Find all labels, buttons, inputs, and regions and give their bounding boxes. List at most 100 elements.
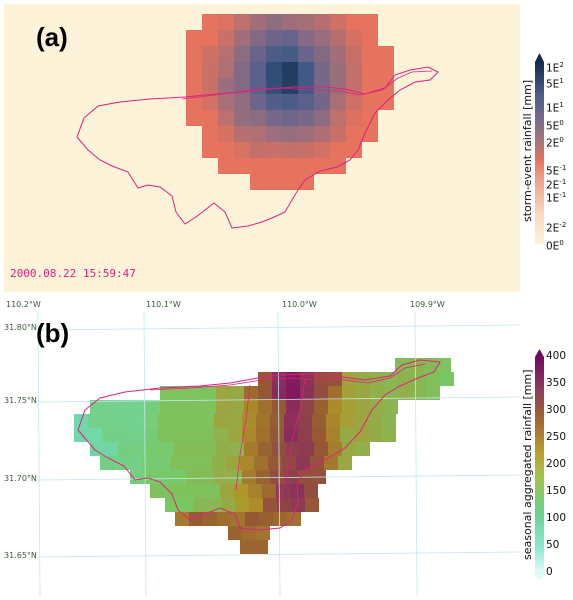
rain-cell — [172, 470, 186, 484]
colorbar-b-tick: 50 — [546, 539, 560, 551]
rain-cell — [328, 400, 342, 414]
rain-cell — [144, 428, 158, 442]
longitude-label: 110.0°W — [282, 300, 317, 309]
rain-cell — [277, 498, 291, 512]
rain-cell — [282, 14, 298, 30]
rain-cell — [298, 110, 314, 126]
rain-cell — [186, 62, 202, 78]
colorbar-a-tick: 1E2 — [546, 61, 564, 75]
rain-cell — [314, 110, 330, 126]
rain-cell — [230, 400, 244, 414]
colorbar-b-extend-icon — [535, 349, 544, 357]
rain-cell — [305, 498, 319, 512]
rain-cell — [250, 46, 266, 62]
rain-cell — [282, 78, 298, 94]
rain-cell — [218, 94, 234, 110]
colorbar-a-tick: 5E1 — [546, 77, 564, 91]
rain-cell — [282, 158, 298, 174]
rain-cell — [266, 142, 282, 158]
rain-cell — [256, 470, 270, 484]
rain-cell — [326, 428, 340, 442]
rain-cell — [128, 456, 142, 470]
rain-cell — [132, 400, 146, 414]
rain-cell — [186, 110, 202, 126]
rain-cell — [354, 428, 368, 442]
rain-cell — [314, 14, 330, 30]
colorbar-a-tick: 2E-2 — [546, 221, 567, 235]
rain-cell — [202, 400, 216, 414]
rain-cell — [193, 498, 207, 512]
rain-cell — [298, 174, 314, 190]
rain-cell — [356, 442, 370, 456]
rain-cell — [362, 14, 378, 30]
rain-cell — [270, 414, 284, 428]
rain-cell — [262, 484, 276, 498]
rain-cell — [189, 512, 203, 526]
colorbar-a-tick: 1E-1 — [546, 191, 567, 205]
rain-cell — [202, 62, 218, 78]
rain-cell — [172, 414, 186, 428]
river-line-a — [181, 70, 433, 100]
rain-cell — [214, 470, 228, 484]
rain-cell — [330, 110, 346, 126]
rain-cell — [218, 110, 234, 126]
colorbar-a-tick: 5E0 — [546, 119, 564, 133]
rain-cell — [202, 142, 218, 158]
rain-cell — [249, 498, 263, 512]
rain-cell — [216, 400, 230, 414]
rain-cell — [258, 442, 272, 456]
rain-cell — [250, 110, 266, 126]
rain-cell — [245, 512, 259, 526]
rain-cell — [150, 484, 164, 498]
latitude-label: 31.65°N — [4, 551, 37, 560]
rain-cell — [202, 46, 218, 62]
rain-cell — [298, 158, 314, 174]
rain-cell — [330, 78, 346, 94]
rain-cell — [263, 498, 277, 512]
rain-cell — [284, 414, 298, 428]
rain-cell — [234, 484, 248, 498]
rain-cell — [221, 498, 235, 512]
rain-cell — [270, 470, 284, 484]
rain-cell — [186, 470, 200, 484]
rain-cell — [298, 94, 314, 110]
rain-cell — [234, 30, 250, 46]
rain-cell — [228, 470, 242, 484]
rain-cell — [298, 14, 314, 30]
rain-cell — [312, 428, 326, 442]
rain-cell — [250, 158, 266, 174]
graticule — [37, 311, 521, 597]
rain-cell — [298, 62, 314, 78]
rain-cell — [104, 442, 118, 456]
rain-cell — [314, 46, 330, 62]
rain-cell — [368, 428, 382, 442]
colorbar-b-tick: 0 — [546, 566, 553, 578]
rain-cell — [314, 30, 330, 46]
rain-cell — [324, 456, 338, 470]
rain-cell — [248, 484, 262, 498]
rain-cell — [282, 126, 298, 142]
rain-cell — [186, 30, 202, 46]
rain-cell — [342, 442, 356, 456]
rain-cell — [266, 94, 282, 110]
rain-cell — [200, 414, 214, 428]
rain-cell — [362, 78, 378, 94]
latitude-label: 31.75°N — [4, 396, 37, 405]
rain-cell — [158, 470, 172, 484]
rain-cell — [250, 126, 266, 142]
rain-cell — [160, 442, 174, 456]
rain-cell — [234, 46, 250, 62]
rain-cell — [340, 428, 354, 442]
rain-cell — [188, 386, 202, 400]
colorbar-a — [535, 62, 544, 244]
rain-cell — [266, 78, 282, 94]
rain-cell — [356, 386, 370, 400]
rain-cell — [272, 386, 286, 400]
rain-cell — [116, 428, 130, 442]
colorbar-b-tick: 200 — [546, 458, 567, 470]
rain-cell — [202, 126, 218, 142]
rain-cell — [234, 126, 250, 142]
